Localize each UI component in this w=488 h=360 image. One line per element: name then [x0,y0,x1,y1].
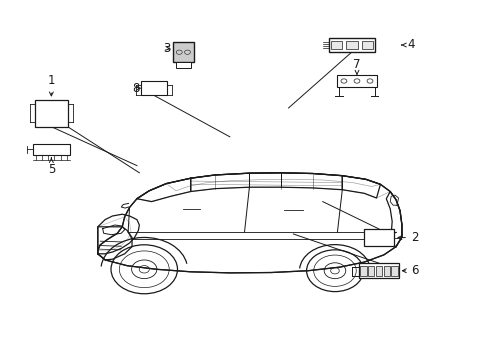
Bar [173,42,193,62]
Bar [176,62,190,68]
Bar [337,75,376,87]
Bar [330,41,342,49]
Bar [390,266,397,276]
Bar [35,100,68,127]
Bar [359,263,398,278]
Bar [359,266,366,276]
Text: 4: 4 [401,39,414,51]
Bar [375,266,382,276]
Text: 6: 6 [402,264,418,277]
Bar [383,266,389,276]
Text: 2: 2 [397,231,418,244]
Bar [141,81,166,95]
Bar [363,229,393,246]
Text: 5: 5 [47,158,55,176]
Text: 8: 8 [132,82,140,95]
Bar [367,266,374,276]
Text: 1: 1 [47,75,55,96]
Text: 7: 7 [352,58,360,75]
Bar [33,144,70,155]
Bar [328,38,375,52]
Bar [361,41,373,49]
Bar [346,41,357,49]
Polygon shape [98,173,401,273]
Text: 3: 3 [163,42,171,55]
